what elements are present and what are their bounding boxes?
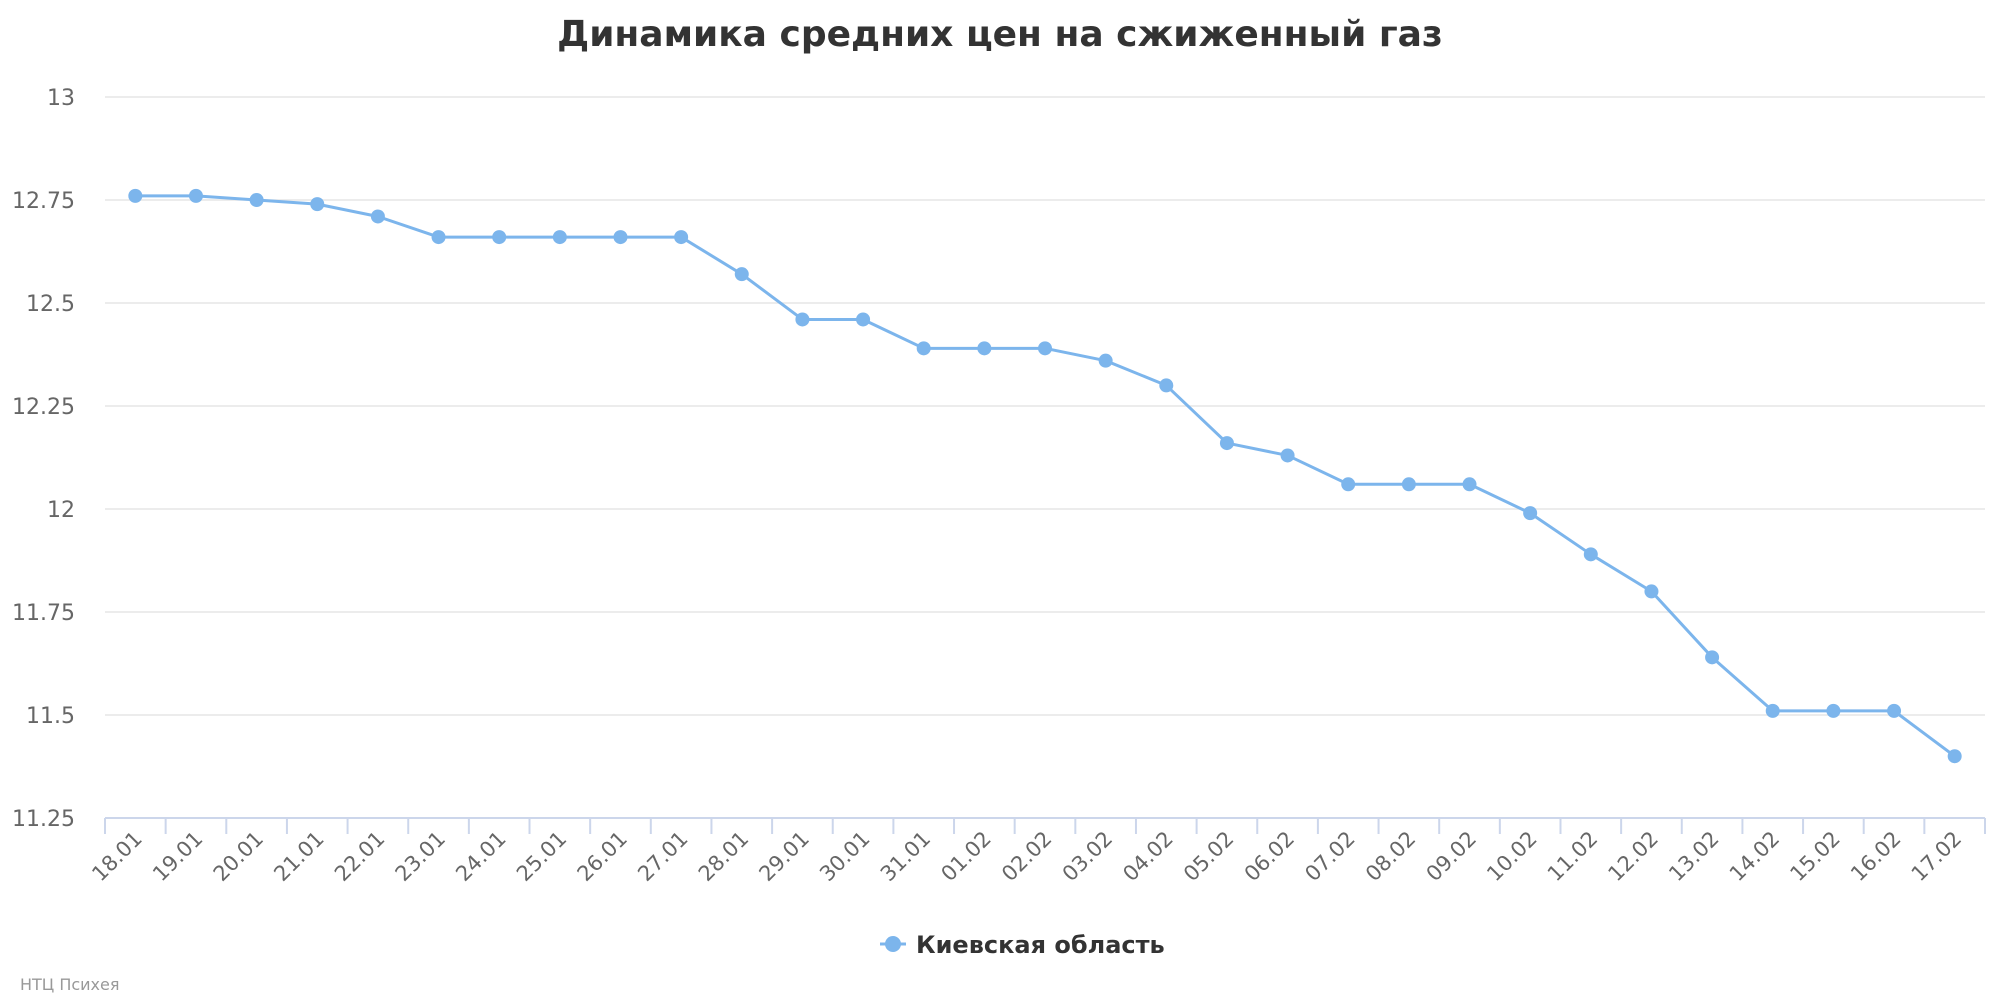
data-point[interactable] — [1341, 477, 1356, 492]
x-tick-label: 31.01 — [876, 827, 935, 886]
y-tick-label: 11.75 — [12, 601, 75, 626]
data-point[interactable] — [1523, 506, 1538, 521]
data-point[interactable] — [1765, 703, 1780, 718]
x-tick-label: 21.01 — [269, 827, 328, 886]
data-point[interactable] — [1159, 378, 1174, 393]
chart-title: Динамика средних цен на сжиженный газ — [557, 14, 1443, 55]
data-point[interactable] — [734, 267, 749, 282]
data-point[interactable] — [1826, 703, 1841, 718]
y-tick-label: 12.5 — [26, 292, 75, 317]
y-tick-label: 11.25 — [12, 807, 75, 832]
y-tick-label: 12 — [47, 498, 75, 523]
x-tick-label: 11.02 — [1543, 827, 1602, 886]
x-tick-label: 17.02 — [1907, 827, 1966, 886]
x-tick-label: 15.02 — [1785, 827, 1844, 886]
x-tick-label: 25.01 — [512, 827, 571, 886]
data-point[interactable] — [1705, 650, 1720, 665]
y-tick-label: 12.25 — [12, 395, 75, 420]
x-tick-label: 01.02 — [936, 827, 995, 886]
data-point[interactable] — [249, 193, 264, 207]
data-point[interactable] — [1219, 436, 1234, 451]
x-tick-label: 14.02 — [1725, 827, 1784, 886]
legend[interactable]: Киевская область — [880, 931, 1165, 959]
x-tick-label: 29.01 — [754, 827, 813, 886]
data-point[interactable] — [310, 197, 325, 212]
x-tick-label: 04.02 — [1118, 827, 1177, 886]
grid — [105, 96, 1985, 716]
y-tick-label: 13 — [47, 86, 75, 111]
x-tick-label: 12.02 — [1604, 827, 1663, 886]
data-point[interactable] — [1038, 341, 1052, 356]
x-axis: 18.01 19.01 20.01 21.01 22.01 23.01 24.01 25.01… — [87, 817, 1986, 886]
credits-text[interactable]: НТЦ Психея — [20, 975, 119, 994]
x-tick-label: 28.01 — [694, 827, 753, 886]
x-tick-label: 02.02 — [997, 827, 1056, 886]
data-point[interactable] — [1401, 477, 1416, 492]
y-tick-label: 11.5 — [26, 704, 75, 729]
data-point[interactable] — [1947, 749, 1962, 764]
x-tick-label: 24.01 — [451, 827, 510, 886]
x-tick-label: 13.02 — [1664, 827, 1723, 886]
data-point[interactable] — [613, 230, 628, 245]
x-tick-label: 26.01 — [573, 827, 632, 886]
data-point[interactable] — [431, 230, 446, 245]
x-tick-label: 18.01 — [87, 827, 146, 886]
x-tick-label: 16.02 — [1846, 827, 1905, 886]
data-point[interactable] — [1887, 703, 1902, 718]
legend-label[interactable]: Киевская область — [916, 931, 1165, 959]
data-point[interactable] — [188, 188, 203, 203]
x-tick-label: 22.01 — [330, 827, 389, 886]
data-point[interactable] — [856, 312, 871, 327]
x-tick-label: 06.02 — [1240, 827, 1299, 886]
data-point[interactable] — [1280, 448, 1295, 463]
data-point[interactable] — [795, 312, 810, 327]
data-point[interactable] — [128, 188, 143, 203]
x-tick-label: 19.01 — [148, 827, 207, 886]
data-point[interactable] — [674, 230, 689, 245]
x-tick-label: 08.02 — [1361, 827, 1420, 886]
x-tick-label: 23.01 — [391, 827, 450, 886]
x-tick-label: 27.01 — [633, 827, 692, 886]
legend-marker — [885, 936, 901, 952]
series-group — [128, 188, 1962, 764]
data-point[interactable] — [1583, 547, 1598, 562]
data-point[interactable] — [916, 341, 931, 356]
x-tick-label: 09.02 — [1422, 827, 1481, 886]
x-tick-label: 30.01 — [815, 827, 874, 886]
data-point[interactable] — [370, 209, 385, 224]
x-tick-label: 20.01 — [209, 827, 268, 886]
data-point[interactable] — [1098, 353, 1113, 368]
data-point[interactable] — [1462, 477, 1477, 492]
data-point[interactable] — [1644, 584, 1659, 599]
x-tick-label: 05.02 — [1179, 827, 1238, 886]
series-line[interactable] — [135, 194, 1956, 758]
data-point[interactable] — [552, 230, 567, 245]
x-tick-label: 10.02 — [1482, 827, 1541, 886]
data-point[interactable] — [492, 230, 507, 245]
x-tick-label: 03.02 — [1058, 827, 1117, 886]
y-tick-label: 12.75 — [12, 189, 75, 214]
y-axis: 11.25 11.5 11.75 12 12.25 12.5 12.75 13 — [12, 86, 75, 832]
data-point[interactable] — [977, 341, 992, 356]
x-tick-label: 07.02 — [1300, 827, 1359, 886]
